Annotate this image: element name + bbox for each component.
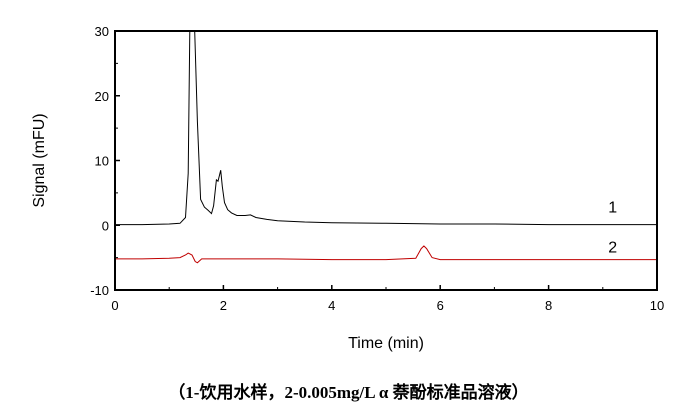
y-tick-label: 0	[102, 218, 109, 233]
x-axis-label: Time (min)	[348, 335, 424, 352]
figure-caption: （1-饮用水样，2-0.005mg/L α 萘酚标准品溶液）	[168, 383, 529, 402]
series-label-2: 2	[608, 239, 617, 256]
series-label-1: 1	[608, 199, 617, 216]
series-1-line	[115, 31, 657, 226]
x-tick-label: 2	[220, 298, 227, 313]
y-tick-label: -10	[90, 283, 109, 298]
x-tick-label: 8	[545, 298, 552, 313]
x-tick-label: 10	[650, 298, 664, 313]
y-tick-label: 30	[95, 24, 109, 39]
y-axis-label: Signal (mFU)	[31, 113, 48, 207]
x-tick-label: 6	[437, 298, 444, 313]
series-2-line	[115, 245, 657, 264]
x-tick-label: 0	[111, 298, 118, 313]
y-tick-label: 20	[95, 89, 109, 104]
y-tick-label: 10	[95, 154, 109, 169]
x-tick-label: 4	[328, 298, 335, 313]
